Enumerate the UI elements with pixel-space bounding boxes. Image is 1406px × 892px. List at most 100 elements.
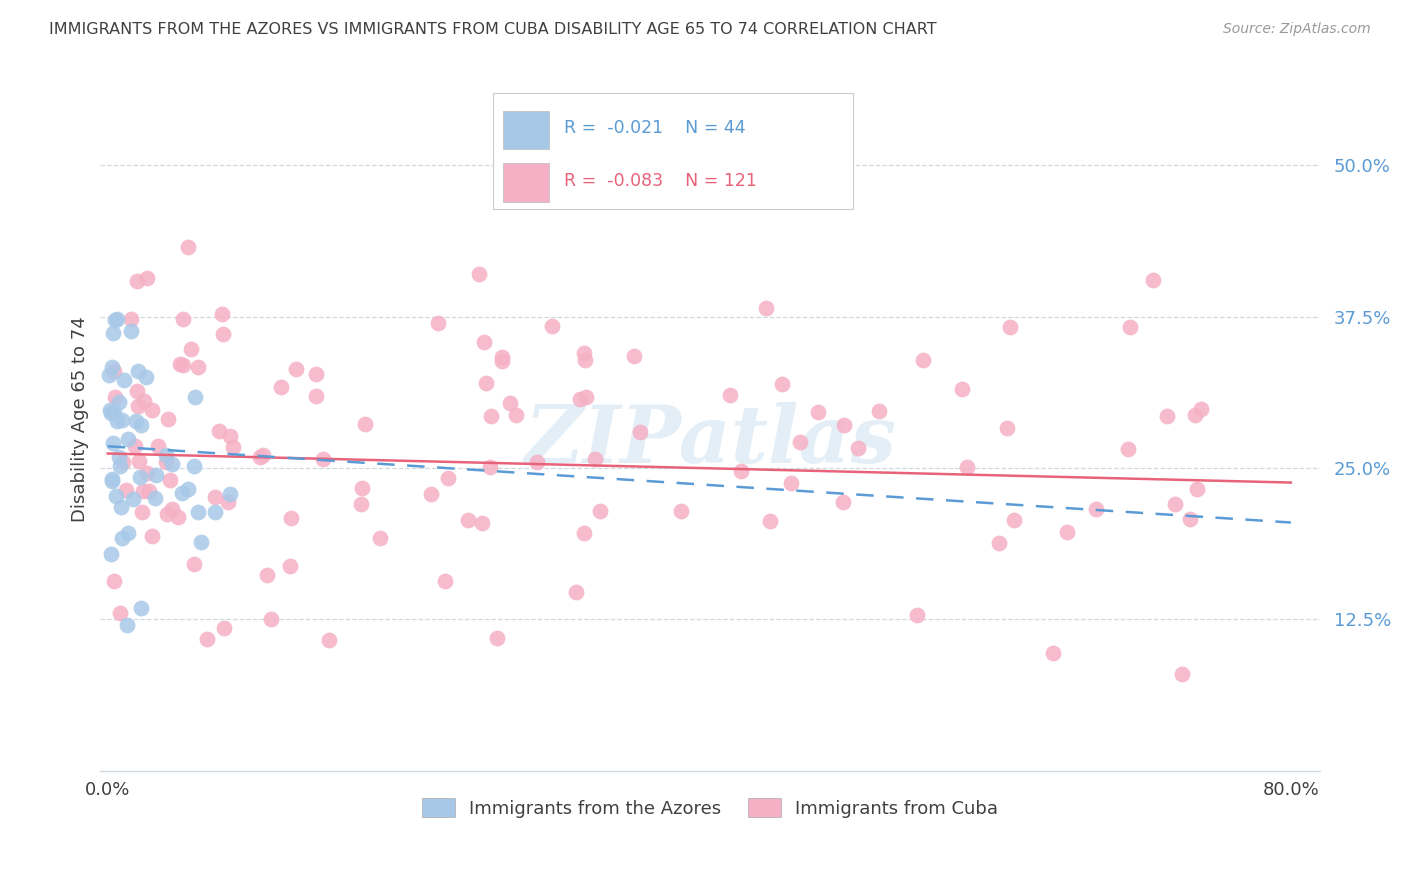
Point bbox=[169, 357, 191, 371]
Point bbox=[155, 448, 177, 462]
Point bbox=[249, 450, 271, 464]
Point bbox=[180, 342, 202, 356]
Point bbox=[574, 346, 596, 360]
Point bbox=[834, 417, 856, 432]
Point bbox=[141, 403, 163, 417]
Point bbox=[177, 482, 200, 496]
Point bbox=[135, 467, 157, 481]
Point bbox=[574, 353, 596, 368]
Point bbox=[471, 516, 494, 530]
Point bbox=[184, 390, 207, 404]
Point bbox=[98, 368, 121, 382]
Point bbox=[370, 531, 392, 545]
Point bbox=[505, 408, 527, 422]
Point bbox=[574, 390, 596, 404]
Text: R =  -0.021    N = 44: R = -0.021 N = 44 bbox=[564, 120, 745, 137]
Point bbox=[105, 311, 128, 326]
Point bbox=[755, 301, 778, 316]
Point bbox=[211, 327, 233, 342]
Point bbox=[208, 424, 231, 438]
Text: Source: ZipAtlas.com: Source: ZipAtlas.com bbox=[1223, 22, 1371, 37]
Point bbox=[101, 435, 124, 450]
Point bbox=[129, 600, 152, 615]
Point bbox=[256, 567, 278, 582]
Point bbox=[318, 633, 340, 648]
Point bbox=[155, 455, 177, 469]
Point bbox=[1189, 402, 1212, 417]
Point bbox=[219, 486, 242, 500]
Point bbox=[270, 380, 292, 394]
Point bbox=[472, 334, 495, 349]
Point bbox=[131, 483, 153, 498]
Point bbox=[143, 491, 166, 505]
Point bbox=[491, 350, 513, 364]
Point bbox=[172, 312, 194, 326]
Point bbox=[120, 312, 142, 326]
Point bbox=[987, 535, 1010, 549]
Point bbox=[100, 548, 122, 562]
Point bbox=[468, 267, 491, 281]
Point bbox=[187, 505, 209, 519]
Point bbox=[718, 388, 741, 402]
Point bbox=[426, 316, 449, 330]
Point bbox=[955, 459, 977, 474]
Point bbox=[167, 510, 190, 524]
Point bbox=[499, 396, 522, 410]
Point bbox=[136, 271, 159, 285]
Point bbox=[129, 470, 152, 484]
Point bbox=[127, 400, 149, 414]
Point bbox=[115, 483, 138, 497]
Point bbox=[950, 382, 973, 396]
Point bbox=[479, 409, 502, 423]
Point bbox=[125, 274, 148, 288]
Point bbox=[352, 482, 374, 496]
Point bbox=[1163, 497, 1185, 511]
Point bbox=[105, 414, 128, 428]
Point bbox=[101, 474, 124, 488]
Point bbox=[100, 360, 122, 375]
Point bbox=[183, 458, 205, 473]
Point bbox=[127, 384, 149, 398]
Point bbox=[758, 515, 780, 529]
Text: R =  -0.083    N = 121: R = -0.083 N = 121 bbox=[564, 172, 756, 190]
Point bbox=[868, 403, 890, 417]
Point bbox=[134, 393, 156, 408]
Point bbox=[304, 389, 326, 403]
Point bbox=[117, 526, 139, 541]
Point bbox=[141, 529, 163, 543]
Point bbox=[110, 500, 132, 514]
Point bbox=[195, 632, 218, 646]
Point bbox=[831, 495, 853, 509]
Point bbox=[730, 464, 752, 478]
Point bbox=[204, 505, 226, 519]
Text: IMMIGRANTS FROM THE AZORES VS IMMIGRANTS FROM CUBA DISABILITY AGE 65 TO 74 CORRE: IMMIGRANTS FROM THE AZORES VS IMMIGRANTS… bbox=[49, 22, 936, 37]
Point bbox=[156, 412, 179, 426]
Point bbox=[491, 353, 513, 368]
Y-axis label: Disability Age 65 to 74: Disability Age 65 to 74 bbox=[72, 317, 89, 523]
Point bbox=[103, 364, 125, 378]
Point bbox=[1056, 524, 1078, 539]
Point bbox=[1184, 409, 1206, 423]
Point bbox=[457, 514, 479, 528]
Point bbox=[104, 391, 127, 405]
Point bbox=[107, 394, 129, 409]
Point bbox=[214, 621, 236, 635]
Point bbox=[112, 455, 135, 469]
Point bbox=[1042, 647, 1064, 661]
Point bbox=[436, 471, 458, 485]
Point bbox=[127, 364, 149, 378]
Point bbox=[1178, 512, 1201, 526]
Point bbox=[1084, 502, 1107, 516]
Point bbox=[125, 414, 148, 428]
Point bbox=[526, 455, 548, 469]
Point bbox=[190, 535, 212, 549]
Point bbox=[104, 312, 127, 326]
Point bbox=[111, 413, 134, 427]
Point bbox=[211, 308, 233, 322]
Point bbox=[129, 418, 152, 433]
Point bbox=[172, 485, 194, 500]
Point bbox=[120, 324, 142, 338]
Point bbox=[160, 457, 183, 471]
Point bbox=[1170, 666, 1192, 681]
Point bbox=[589, 504, 612, 518]
